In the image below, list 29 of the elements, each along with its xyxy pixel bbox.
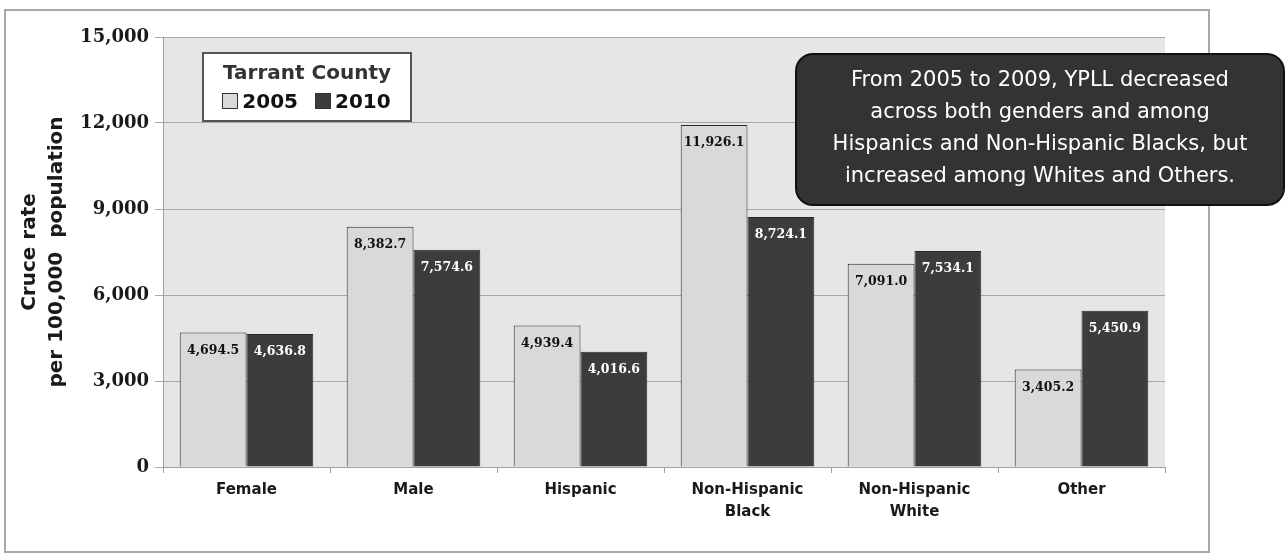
y-tick-label: 0 bbox=[136, 454, 149, 476]
legend-label: 2010 bbox=[335, 88, 391, 115]
x-tick-label: Female bbox=[216, 479, 277, 498]
y-axis-title: Cruce rate per 100,000 population bbox=[15, 116, 67, 388]
data-label: 7,534.1 bbox=[921, 260, 974, 276]
x-tick-label: Non-Hispanic White bbox=[858, 479, 971, 520]
y-tick-label: 12,000 bbox=[80, 110, 149, 132]
data-label: 3,405.2 bbox=[1022, 378, 1075, 394]
legend-label: 2005 bbox=[242, 88, 298, 115]
annotation: From 2005 to 2009, YPLL decreased across both genders and among Hispanics and Non-Hispanic Blacks, but increased among Whites and Others. bbox=[831, 66, 1249, 189]
y-tick-label: 9,000 bbox=[92, 196, 149, 218]
data-label: 4,016.6 bbox=[587, 361, 641, 377]
data-label: 5,450.9 bbox=[1088, 319, 1141, 335]
legend-title: Tarrant County bbox=[221, 59, 392, 86]
data-label: 7,091.0 bbox=[855, 272, 908, 288]
y-tick-label: 6,000 bbox=[92, 282, 149, 304]
y-tick-label: 15,000 bbox=[80, 24, 149, 46]
data-label: 4,939.4 bbox=[521, 334, 574, 350]
data-label: 4,636.8 bbox=[253, 343, 307, 359]
data-label: 7,574.6 bbox=[420, 259, 474, 275]
x-tick-label: Hispanic bbox=[544, 479, 617, 498]
x-tick-label: Non-Hispanic Black bbox=[691, 479, 804, 520]
y-tick-label: 3,000 bbox=[92, 368, 149, 390]
data-label: 8,382.7 bbox=[354, 235, 407, 251]
data-label: 11,926.1 bbox=[683, 134, 745, 150]
data-label: 8,724.1 bbox=[754, 226, 807, 242]
data-label: 4,694.5 bbox=[187, 341, 240, 357]
x-tick-label: Male bbox=[393, 479, 434, 498]
x-tick-label: Other bbox=[1057, 479, 1107, 498]
